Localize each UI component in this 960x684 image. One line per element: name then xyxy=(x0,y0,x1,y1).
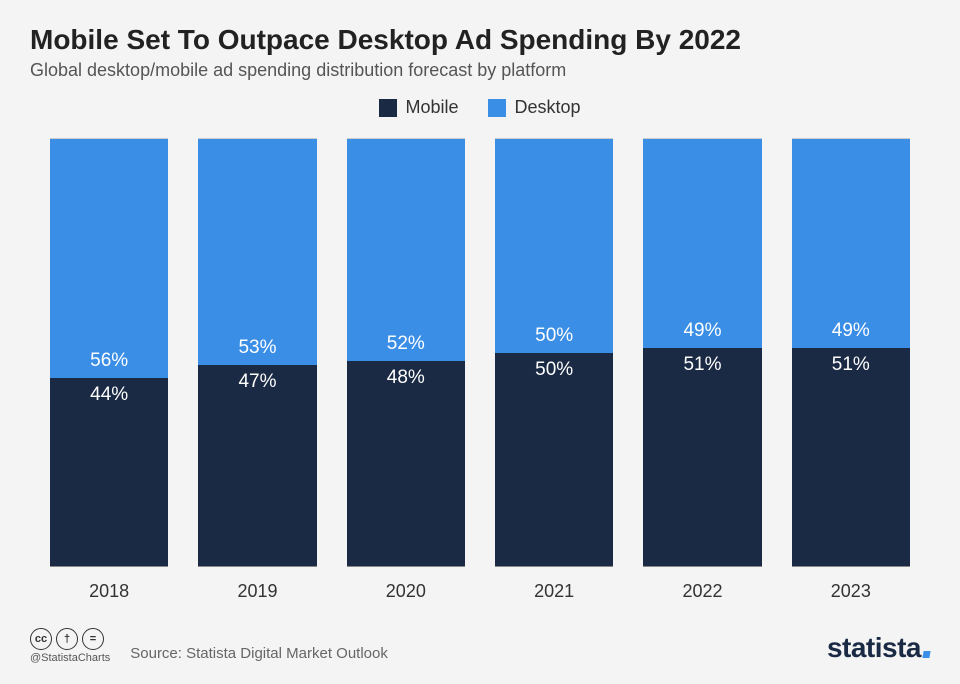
cc-license-icons: cc † = xyxy=(30,628,110,650)
legend: Mobile Desktop xyxy=(30,97,930,118)
x-axis-label: 2021 xyxy=(495,566,613,602)
bar-stack: 56%44% xyxy=(50,138,168,566)
x-axis-label: 2023 xyxy=(792,566,910,602)
bar-group: 52%48%2020 xyxy=(347,138,465,602)
bar-group: 53%47%2019 xyxy=(198,138,316,602)
bar-stack: 50%50% xyxy=(495,138,613,566)
source-text: Source: Statista Digital Market Outlook xyxy=(130,645,388,664)
bar-segment-desktop: 53% xyxy=(198,139,316,365)
brand-logo: statista xyxy=(827,632,930,664)
brand-text: statista xyxy=(827,632,921,664)
legend-swatch-desktop xyxy=(488,99,506,117)
chart-title: Mobile Set To Outpace Desktop Ad Spendin… xyxy=(30,24,930,56)
bar-group: 56%44%2018 xyxy=(50,138,168,602)
chart-subtitle: Global desktop/mobile ad spending distri… xyxy=(30,60,930,81)
bar-segment-mobile: 51% xyxy=(792,348,910,566)
legend-item-desktop: Desktop xyxy=(488,97,580,118)
brand-dot-icon xyxy=(922,651,930,658)
x-axis-label: 2020 xyxy=(347,566,465,602)
footer-left: cc † = @StatistaCharts xyxy=(30,628,110,664)
by-icon: † xyxy=(56,628,78,650)
bar-group: 49%51%2022 xyxy=(643,138,761,602)
bar-group: 49%51%2023 xyxy=(792,138,910,602)
bar-segment-mobile: 51% xyxy=(643,348,761,566)
chart-area: 56%44%201853%47%201952%48%202050%50%2021… xyxy=(30,138,930,602)
bar-group: 50%50%2021 xyxy=(495,138,613,602)
bar-segment-mobile: 48% xyxy=(347,361,465,566)
bar-segment-desktop: 49% xyxy=(792,139,910,348)
bar-segment-desktop: 56% xyxy=(50,139,168,378)
chart-container: Mobile Set To Outpace Desktop Ad Spendin… xyxy=(0,0,960,684)
bar-segment-mobile: 47% xyxy=(198,365,316,566)
bar-segment-desktop: 49% xyxy=(643,139,761,348)
bar-segment-mobile: 50% xyxy=(495,353,613,567)
x-axis-label: 2022 xyxy=(643,566,761,602)
bar-stack: 53%47% xyxy=(198,138,316,566)
legend-item-mobile: Mobile xyxy=(379,97,458,118)
x-axis-label: 2018 xyxy=(50,566,168,602)
bar-stack: 52%48% xyxy=(347,138,465,566)
twitter-handle: @StatistaCharts xyxy=(30,652,110,664)
bar-segment-mobile: 44% xyxy=(50,378,168,566)
footer-center: Source: Statista Digital Market Outlook xyxy=(110,645,827,664)
legend-swatch-mobile xyxy=(379,99,397,117)
bar-stack: 49%51% xyxy=(792,138,910,566)
bar-segment-desktop: 50% xyxy=(495,139,613,353)
bar-stack: 49%51% xyxy=(643,138,761,566)
x-axis-label: 2019 xyxy=(198,566,316,602)
legend-label-desktop: Desktop xyxy=(514,97,580,118)
legend-label-mobile: Mobile xyxy=(405,97,458,118)
bar-segment-desktop: 52% xyxy=(347,139,465,361)
nd-icon: = xyxy=(82,628,104,650)
footer: cc † = @StatistaCharts Source: Statista … xyxy=(30,602,930,664)
cc-icon: cc xyxy=(30,628,52,650)
